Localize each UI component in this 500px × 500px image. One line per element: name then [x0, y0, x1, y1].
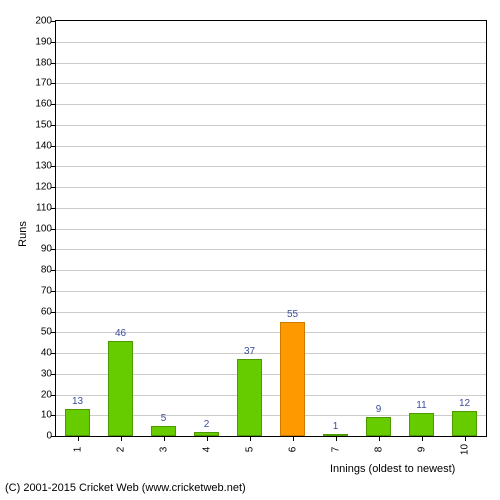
y-tick-label: 190 — [35, 36, 52, 47]
y-tick-label: 200 — [35, 16, 52, 27]
grid-line — [56, 146, 486, 147]
bar-value-label: 2 — [204, 419, 210, 430]
x-axis-title: Innings (oldest to newest) — [330, 463, 455, 475]
y-tick-label: 30 — [41, 368, 52, 379]
y-tick-label: 140 — [35, 140, 52, 151]
bar — [151, 426, 176, 436]
y-tick-label: 0 — [46, 431, 52, 442]
y-tick-label: 90 — [41, 244, 52, 255]
x-tick-label: 1 — [72, 447, 83, 453]
x-tick-label: 10 — [459, 444, 470, 455]
plot-area: 0102030405060708090100110120130140150160… — [55, 20, 487, 437]
y-tick-label: 100 — [35, 223, 52, 234]
cricket-runs-chart: 0102030405060708090100110120130140150160… — [0, 0, 500, 500]
grid-line — [56, 166, 486, 167]
grid-line — [56, 291, 486, 292]
bar-value-label: 5 — [161, 413, 167, 424]
bar-value-label: 46 — [115, 328, 126, 339]
x-tick-label: 3 — [158, 447, 169, 453]
y-tick-label: 120 — [35, 182, 52, 193]
grid-line — [56, 125, 486, 126]
bar — [280, 322, 305, 436]
bar — [409, 413, 434, 436]
x-tick — [250, 436, 251, 441]
x-tick-label: 7 — [330, 447, 341, 453]
y-tick-label: 110 — [36, 202, 52, 213]
x-tick-label: 9 — [416, 447, 427, 453]
bar-value-label: 12 — [459, 398, 470, 409]
x-tick-label: 5 — [244, 447, 255, 453]
bar — [237, 359, 262, 436]
x-tick-label: 8 — [373, 447, 384, 453]
bar — [452, 411, 477, 436]
y-tick-label: 180 — [35, 57, 52, 68]
y-tick-label: 70 — [41, 285, 52, 296]
x-tick — [164, 436, 165, 441]
x-tick — [465, 436, 466, 441]
bar — [366, 417, 391, 436]
grid-line — [56, 229, 486, 230]
y-axis-title: Runs — [17, 221, 29, 247]
bar — [65, 409, 90, 436]
grid-line — [56, 63, 486, 64]
y-tick-label: 10 — [41, 410, 52, 421]
x-tick — [121, 436, 122, 441]
x-tick-label: 4 — [201, 447, 212, 453]
grid-line — [56, 187, 486, 188]
y-tick-label: 170 — [35, 78, 52, 89]
grid-line — [56, 270, 486, 271]
y-tick-label: 60 — [41, 306, 52, 317]
y-tick-label: 20 — [41, 389, 52, 400]
y-tick-label: 40 — [41, 348, 52, 359]
x-tick-label: 6 — [287, 447, 298, 453]
x-tick — [336, 436, 337, 441]
y-tick-label: 50 — [41, 327, 52, 338]
grid-line — [56, 83, 486, 84]
bar-value-label: 37 — [244, 346, 255, 357]
x-tick-label: 2 — [115, 447, 126, 453]
y-tick-label: 130 — [35, 161, 52, 172]
grid-line — [56, 249, 486, 250]
bar — [108, 341, 133, 436]
x-tick — [78, 436, 79, 441]
bar-value-label: 55 — [287, 309, 298, 320]
x-tick — [422, 436, 423, 441]
y-tick-label: 80 — [41, 265, 52, 276]
y-tick-label: 150 — [35, 119, 52, 130]
x-tick — [379, 436, 380, 441]
x-tick — [207, 436, 208, 441]
grid-line — [56, 104, 486, 105]
bar-value-label: 11 — [416, 400, 426, 411]
grid-line — [56, 312, 486, 313]
grid-line — [56, 208, 486, 209]
bar-value-label: 9 — [376, 404, 382, 415]
x-tick — [293, 436, 294, 441]
grid-line — [56, 42, 486, 43]
copyright-text: (C) 2001-2015 Cricket Web (www.cricketwe… — [5, 482, 246, 494]
bar-value-label: 1 — [333, 421, 339, 432]
y-tick-label: 160 — [35, 99, 52, 110]
bar-value-label: 13 — [72, 396, 83, 407]
